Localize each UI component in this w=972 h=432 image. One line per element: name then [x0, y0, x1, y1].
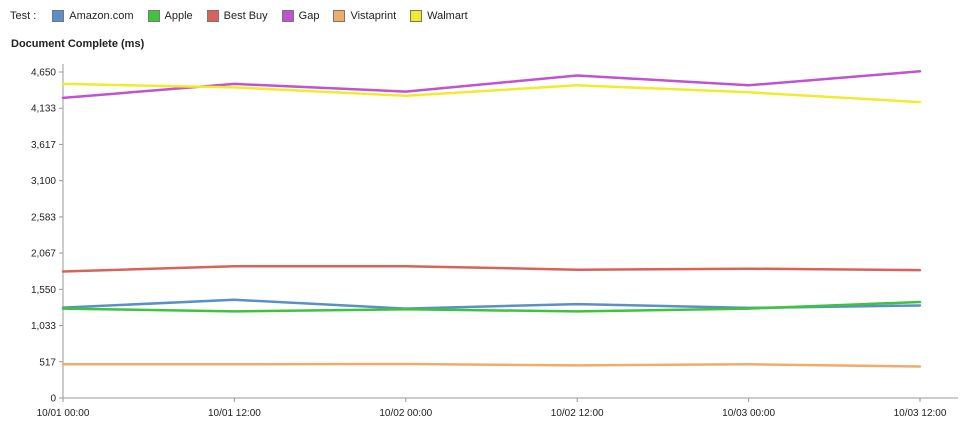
x-tick-label: 10/02 12:00	[551, 408, 604, 419]
legend-label-bestbuy: Best Buy	[223, 10, 268, 22]
y-tick-label: 0	[50, 394, 56, 405]
legend-item-walmart[interactable]: Walmart	[410, 10, 468, 22]
chart-title: Document Complete (ms)	[11, 38, 145, 50]
legend-swatch-bestbuy	[206, 10, 219, 22]
y-tick-label: 1,033	[31, 321, 56, 332]
legend-item-vistaprint[interactable]: Vistaprint	[333, 10, 396, 22]
legend-swatch-apple	[147, 10, 160, 22]
series-line-vistaprint	[61, 362, 922, 368]
x-tick-label: 10/01 12:00	[208, 408, 261, 419]
x-tick-label: 10/03 00:00	[722, 408, 775, 419]
legend-title: Test :	[10, 10, 37, 22]
y-tick-label: 2,583	[31, 212, 56, 223]
y-tick-label: 4,650	[31, 68, 56, 79]
y-tick-label: 4,133	[31, 104, 56, 115]
legend-swatch-walmart	[410, 10, 423, 22]
y-tick-label: 2,067	[31, 249, 56, 260]
x-tick-label: 10/01 00:00	[37, 408, 90, 419]
series-line-best-buy	[61, 264, 922, 273]
legend-label-vistaprint: Vistaprint	[350, 10, 397, 22]
legend-label-gap: Gap	[298, 10, 320, 22]
legend-label-amazon: Amazon.com	[69, 10, 134, 22]
series-line-apple	[61, 300, 922, 313]
legend-label-walmart: Walmart	[427, 10, 468, 22]
legend-swatch-gap	[281, 10, 294, 22]
y-tick-label: 517	[39, 357, 56, 368]
legend: Test : Amazon.com Apple Best Buy Gap Vis…	[10, 8, 482, 24]
x-tick-label: 10/02 00:00	[379, 408, 432, 419]
legend-swatch-vistaprint	[333, 10, 346, 22]
x-tick-label: 10/03 12:00	[894, 408, 947, 419]
legend-label-apple: Apple	[164, 10, 193, 22]
legend-item-apple[interactable]: Apple	[147, 10, 193, 22]
legend-item-gap[interactable]: Gap	[281, 10, 320, 22]
series-line-walmart	[61, 82, 922, 104]
legend-swatch-amazon	[52, 10, 65, 22]
y-tick-label: 3,100	[31, 176, 56, 187]
legend-item-amazon[interactable]: Amazon.com	[52, 10, 134, 22]
legend-item-bestbuy[interactable]: Best Buy	[206, 10, 268, 22]
y-tick-label: 1,550	[31, 285, 56, 296]
y-tick-label: 3,617	[31, 140, 56, 151]
